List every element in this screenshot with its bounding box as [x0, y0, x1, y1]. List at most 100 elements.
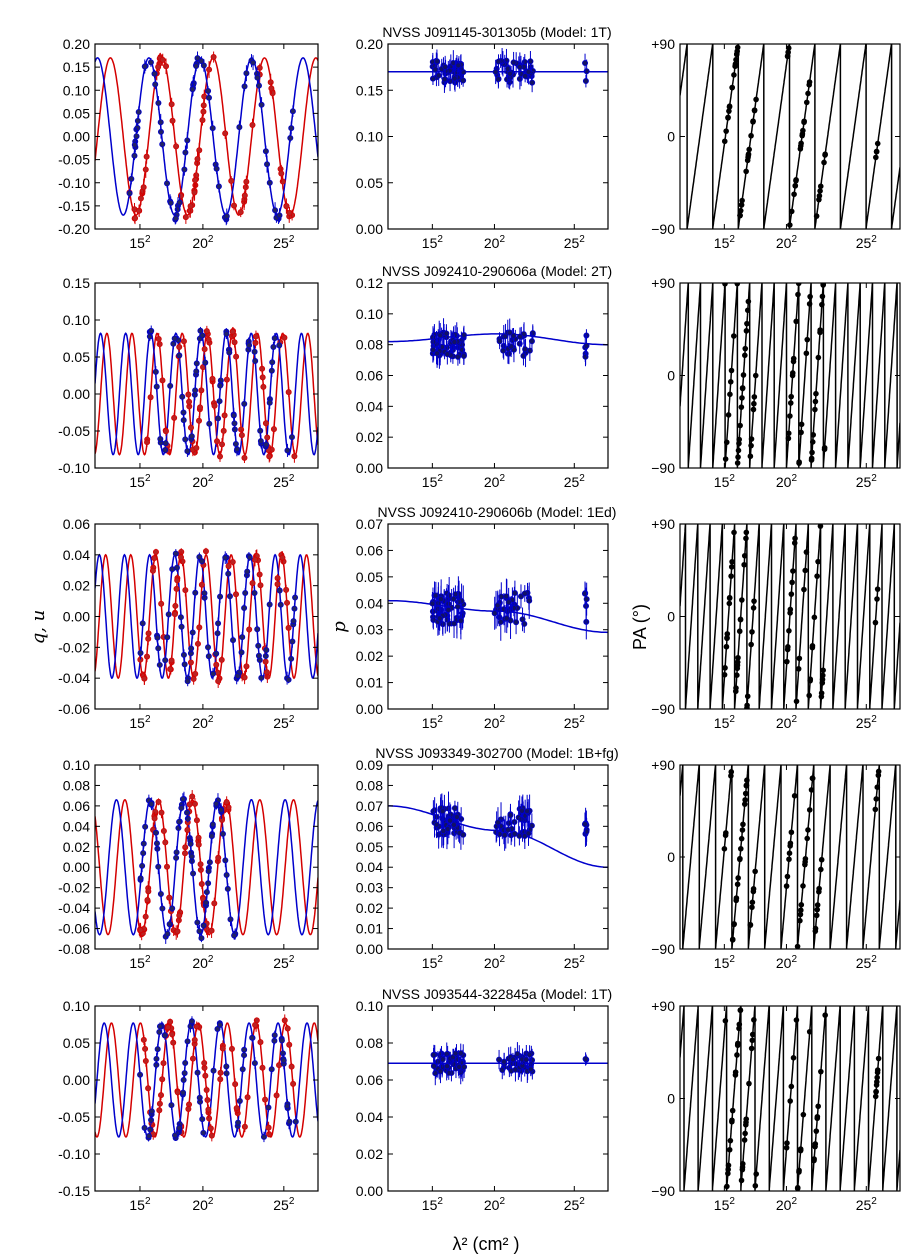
u-point — [148, 327, 155, 334]
u-point — [189, 86, 196, 93]
q-point — [166, 894, 173, 901]
pa-point — [727, 391, 733, 398]
u-point — [179, 393, 186, 400]
q-point — [167, 1018, 174, 1025]
ytick-label: 0.07 — [356, 516, 383, 532]
ytick-label: 0.12 — [356, 275, 383, 291]
q-point — [213, 661, 220, 668]
pa-point — [748, 132, 754, 139]
pa-point — [787, 413, 793, 419]
panel-qu: 0.10 0.08 0.06 0.04 0.02 0.00 -0.02 -0.04 -0.06 -… — [58, 757, 319, 971]
ytick-label: 0.02 — [356, 900, 383, 916]
p-point — [505, 65, 512, 72]
pa-point — [739, 395, 745, 401]
q-point — [205, 336, 212, 343]
pa-point — [737, 1007, 744, 1013]
p-point — [516, 75, 523, 82]
u-point — [190, 870, 197, 877]
ytick-label: -0.05 — [58, 423, 90, 439]
pa-point — [874, 784, 881, 791]
pa-point — [743, 535, 749, 542]
pa-point — [821, 159, 827, 166]
u-point — [177, 614, 184, 621]
q-point — [145, 630, 152, 637]
pa-point — [741, 552, 748, 559]
pa-point — [729, 1117, 735, 1124]
u-point — [166, 921, 173, 928]
pa-point — [731, 529, 737, 536]
pa-point — [793, 176, 799, 183]
q-point — [244, 1094, 251, 1101]
q-point — [205, 1106, 212, 1113]
p-point — [452, 1050, 459, 1057]
q-point — [252, 556, 259, 563]
xtick-label: 252 — [273, 1196, 295, 1213]
pa-point — [725, 1170, 731, 1177]
u-point — [155, 863, 162, 870]
u-point — [161, 1032, 168, 1039]
pa-point — [786, 856, 792, 863]
p-point — [494, 602, 501, 609]
pa-point — [742, 1130, 748, 1137]
pa-point — [816, 888, 822, 895]
panel-qu: 0.06 0.04 0.02 0.00 -0.02 -0.04 -0.06 152 202 252 — [58, 516, 319, 731]
xtick-label: 152 — [422, 473, 444, 490]
p-point — [529, 79, 536, 86]
q-point — [225, 563, 232, 570]
xtick-label: 252 — [564, 954, 586, 971]
q-point — [187, 203, 194, 210]
pa-point — [736, 628, 743, 635]
ytick-label: 0.15 — [63, 59, 90, 75]
plot-area — [95, 51, 318, 226]
pa-point — [736, 1025, 742, 1032]
pa-point — [800, 1111, 807, 1118]
pa-point — [743, 168, 749, 175]
u-point — [238, 649, 245, 656]
pa-point — [727, 1137, 734, 1144]
pa-point — [738, 404, 745, 410]
u-point — [242, 590, 249, 597]
u-point — [184, 448, 191, 455]
ytick-label: 0 — [667, 368, 675, 384]
u-point — [205, 653, 212, 660]
pa-point — [723, 830, 729, 836]
q-point — [202, 548, 209, 555]
u-point — [263, 441, 270, 448]
pa-point — [806, 79, 813, 85]
u-point — [179, 796, 186, 803]
xtick-label: 252 — [564, 1196, 586, 1213]
ytick-label: -0.15 — [58, 1183, 90, 1199]
pa-point — [803, 549, 810, 555]
q-point — [144, 439, 151, 446]
xtick-label: 202 — [776, 234, 798, 251]
q-point — [180, 338, 187, 345]
pa-point — [750, 406, 757, 413]
u-point — [276, 587, 283, 594]
pa-point — [748, 442, 754, 449]
xtick-label: 202 — [484, 954, 506, 971]
q-point — [198, 387, 205, 394]
u-point — [173, 854, 180, 861]
q-point — [202, 1072, 209, 1079]
q-point — [191, 189, 198, 196]
u-point — [147, 1126, 154, 1133]
ytick-label: 0.02 — [63, 839, 90, 855]
ytick-label: 0.05 — [63, 105, 90, 121]
u-point — [181, 661, 188, 668]
ytick-label: 0.03 — [356, 622, 383, 638]
panel-pa: +90 0 −90 152 202 252 — [651, 36, 901, 251]
xtick-label: 252 — [856, 473, 878, 490]
pa-point — [743, 1116, 750, 1122]
pa-point — [742, 1122, 749, 1128]
pa-point — [784, 1140, 790, 1146]
p-point — [457, 1050, 464, 1057]
pa-point — [739, 385, 746, 392]
xtick-label: 202 — [484, 714, 506, 731]
u-point — [192, 589, 199, 596]
q-point — [192, 177, 199, 184]
ytick-label: −90 — [651, 1183, 675, 1199]
q-point — [259, 374, 266, 381]
pa-point — [721, 138, 728, 145]
u-point — [255, 652, 262, 659]
q-point — [168, 657, 175, 664]
